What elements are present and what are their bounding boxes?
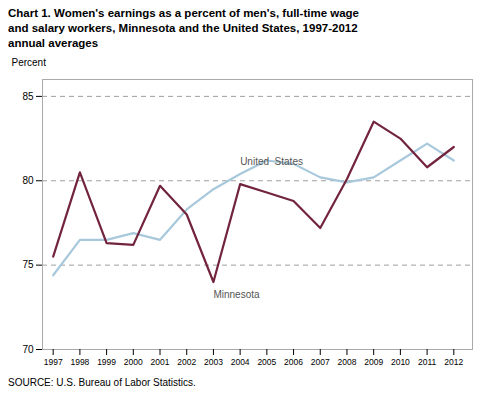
svg-text:1997: 1997 <box>44 357 63 367</box>
svg-text:2009: 2009 <box>364 357 383 367</box>
svg-text:1999: 1999 <box>97 357 116 367</box>
svg-text:2008: 2008 <box>338 357 357 367</box>
svg-text:2011: 2011 <box>418 357 437 367</box>
svg-text:2005: 2005 <box>257 357 276 367</box>
svg-text:1998: 1998 <box>70 357 89 367</box>
svg-text:2003: 2003 <box>204 357 223 367</box>
svg-text:2012: 2012 <box>444 357 463 367</box>
html-text:Chart 1. Women's earnings as a: Chart 1. Women's earnings as a percent o… <box>8 7 359 49</box>
svg-text:Percent: Percent <box>12 57 47 68</box>
svg-text:2006: 2006 <box>284 357 303 367</box>
svg-text:Minnesota: Minnesota <box>213 289 260 300</box>
html-text:SOURCE: U.S. Bureau of Labor S: SOURCE: U.S. Bureau of Labor Statistics. <box>8 377 196 388</box>
svg-text:2001: 2001 <box>151 357 170 367</box>
svg-text:2004: 2004 <box>231 357 250 367</box>
svg-text:70: 70 <box>22 344 34 355</box>
svg-text:2000: 2000 <box>124 357 143 367</box>
svg-text:80: 80 <box>22 175 34 186</box>
svg-text:85: 85 <box>22 91 34 102</box>
svg-text:United States: United States <box>240 156 303 167</box>
svg-text:75: 75 <box>22 259 34 270</box>
svg-text:2010: 2010 <box>391 357 410 367</box>
svg-text:2002: 2002 <box>177 357 196 367</box>
svg-text:2007: 2007 <box>311 357 330 367</box>
